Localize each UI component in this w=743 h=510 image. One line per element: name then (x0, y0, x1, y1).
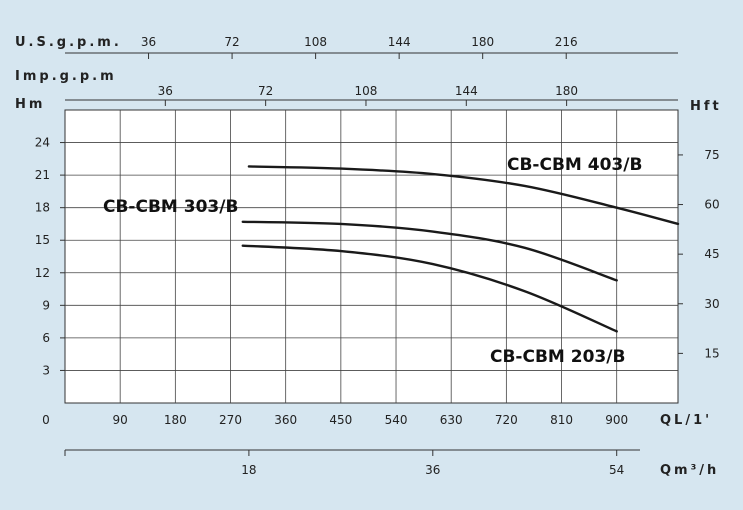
m3h-tick-label: 54 (609, 463, 624, 477)
grid-lines (65, 110, 678, 403)
bottom-tick-label: 360 (274, 413, 297, 427)
right-tick-label: 30 (704, 297, 719, 311)
left-tick-label: 12 (35, 266, 50, 280)
curve-label-3: CB-CBM 203/B (490, 347, 625, 367)
impgpm-tick-label: 108 (355, 84, 378, 98)
plot-area (64, 109, 679, 404)
curve-2 (241, 220, 618, 282)
usgpm-tick-label: 180 (471, 35, 494, 49)
usgpm-axis-label: U.S.g.p.m. (15, 35, 122, 50)
left-tick-label: 18 (35, 201, 50, 215)
m3h-tick-label: 36 (425, 463, 440, 477)
left-tick-label: 9 (42, 298, 50, 312)
bottom-tick-label: 900 (605, 413, 628, 427)
right-tick-label: 45 (704, 247, 719, 261)
right-tick-label: 60 (704, 198, 719, 212)
left-tick-label: 24 (35, 136, 50, 150)
impgpm-tick-label: 180 (555, 84, 578, 98)
m3h-tick-label: 18 (241, 463, 256, 477)
bottom-tick-label: 270 (219, 413, 242, 427)
left-tick-label: 15 (35, 233, 50, 247)
bottom-axis-label: QL/1' (660, 413, 712, 428)
usgpm-tick-label: 216 (555, 35, 578, 49)
right-tick-label: 15 (704, 346, 719, 360)
bottom-tick-label: 810 (550, 413, 573, 427)
right-axis-label: Hft (690, 99, 722, 114)
left-axis-label: Hm (15, 97, 45, 112)
bottom-tick-label: 90 (113, 413, 128, 427)
curve-1 (247, 165, 680, 226)
curve-label-1: CB-CBM 403/B (507, 155, 642, 175)
bottom-tick-label: 540 (385, 413, 408, 427)
left-tick-label: 3 (42, 363, 50, 377)
curve-label-2: CB-CBM 303/B (103, 197, 238, 217)
impgpm-tick-label: 72 (258, 84, 273, 98)
left-tick-label: 21 (35, 168, 50, 182)
bottom-origin-label: 0 (42, 413, 50, 427)
impgpm-axis-label: Imp.g.p.m (15, 69, 117, 84)
curve-3 (241, 244, 618, 333)
usgpm-tick-label: 72 (224, 35, 239, 49)
usgpm-tick-label: 36 (141, 35, 156, 49)
impgpm-tick-label: 144 (455, 84, 478, 98)
usgpm-tick-label: 144 (388, 35, 411, 49)
bottom-tick-label: 720 (495, 413, 518, 427)
impgpm-tick-label: 36 (158, 84, 173, 98)
bottom-tick-label: 630 (440, 413, 463, 427)
right-tick-label: 75 (704, 148, 719, 162)
m3h-axis-label: Qm³/h (660, 463, 719, 478)
left-tick-label: 6 (42, 331, 50, 345)
bottom-tick-label: 450 (329, 413, 352, 427)
curves: CB-CBM 403/B CB-CBM 303/B CB-CBM 203/B (103, 155, 680, 367)
usgpm-tick-label: 108 (304, 35, 327, 49)
bottom-tick-label: 180 (164, 413, 187, 427)
